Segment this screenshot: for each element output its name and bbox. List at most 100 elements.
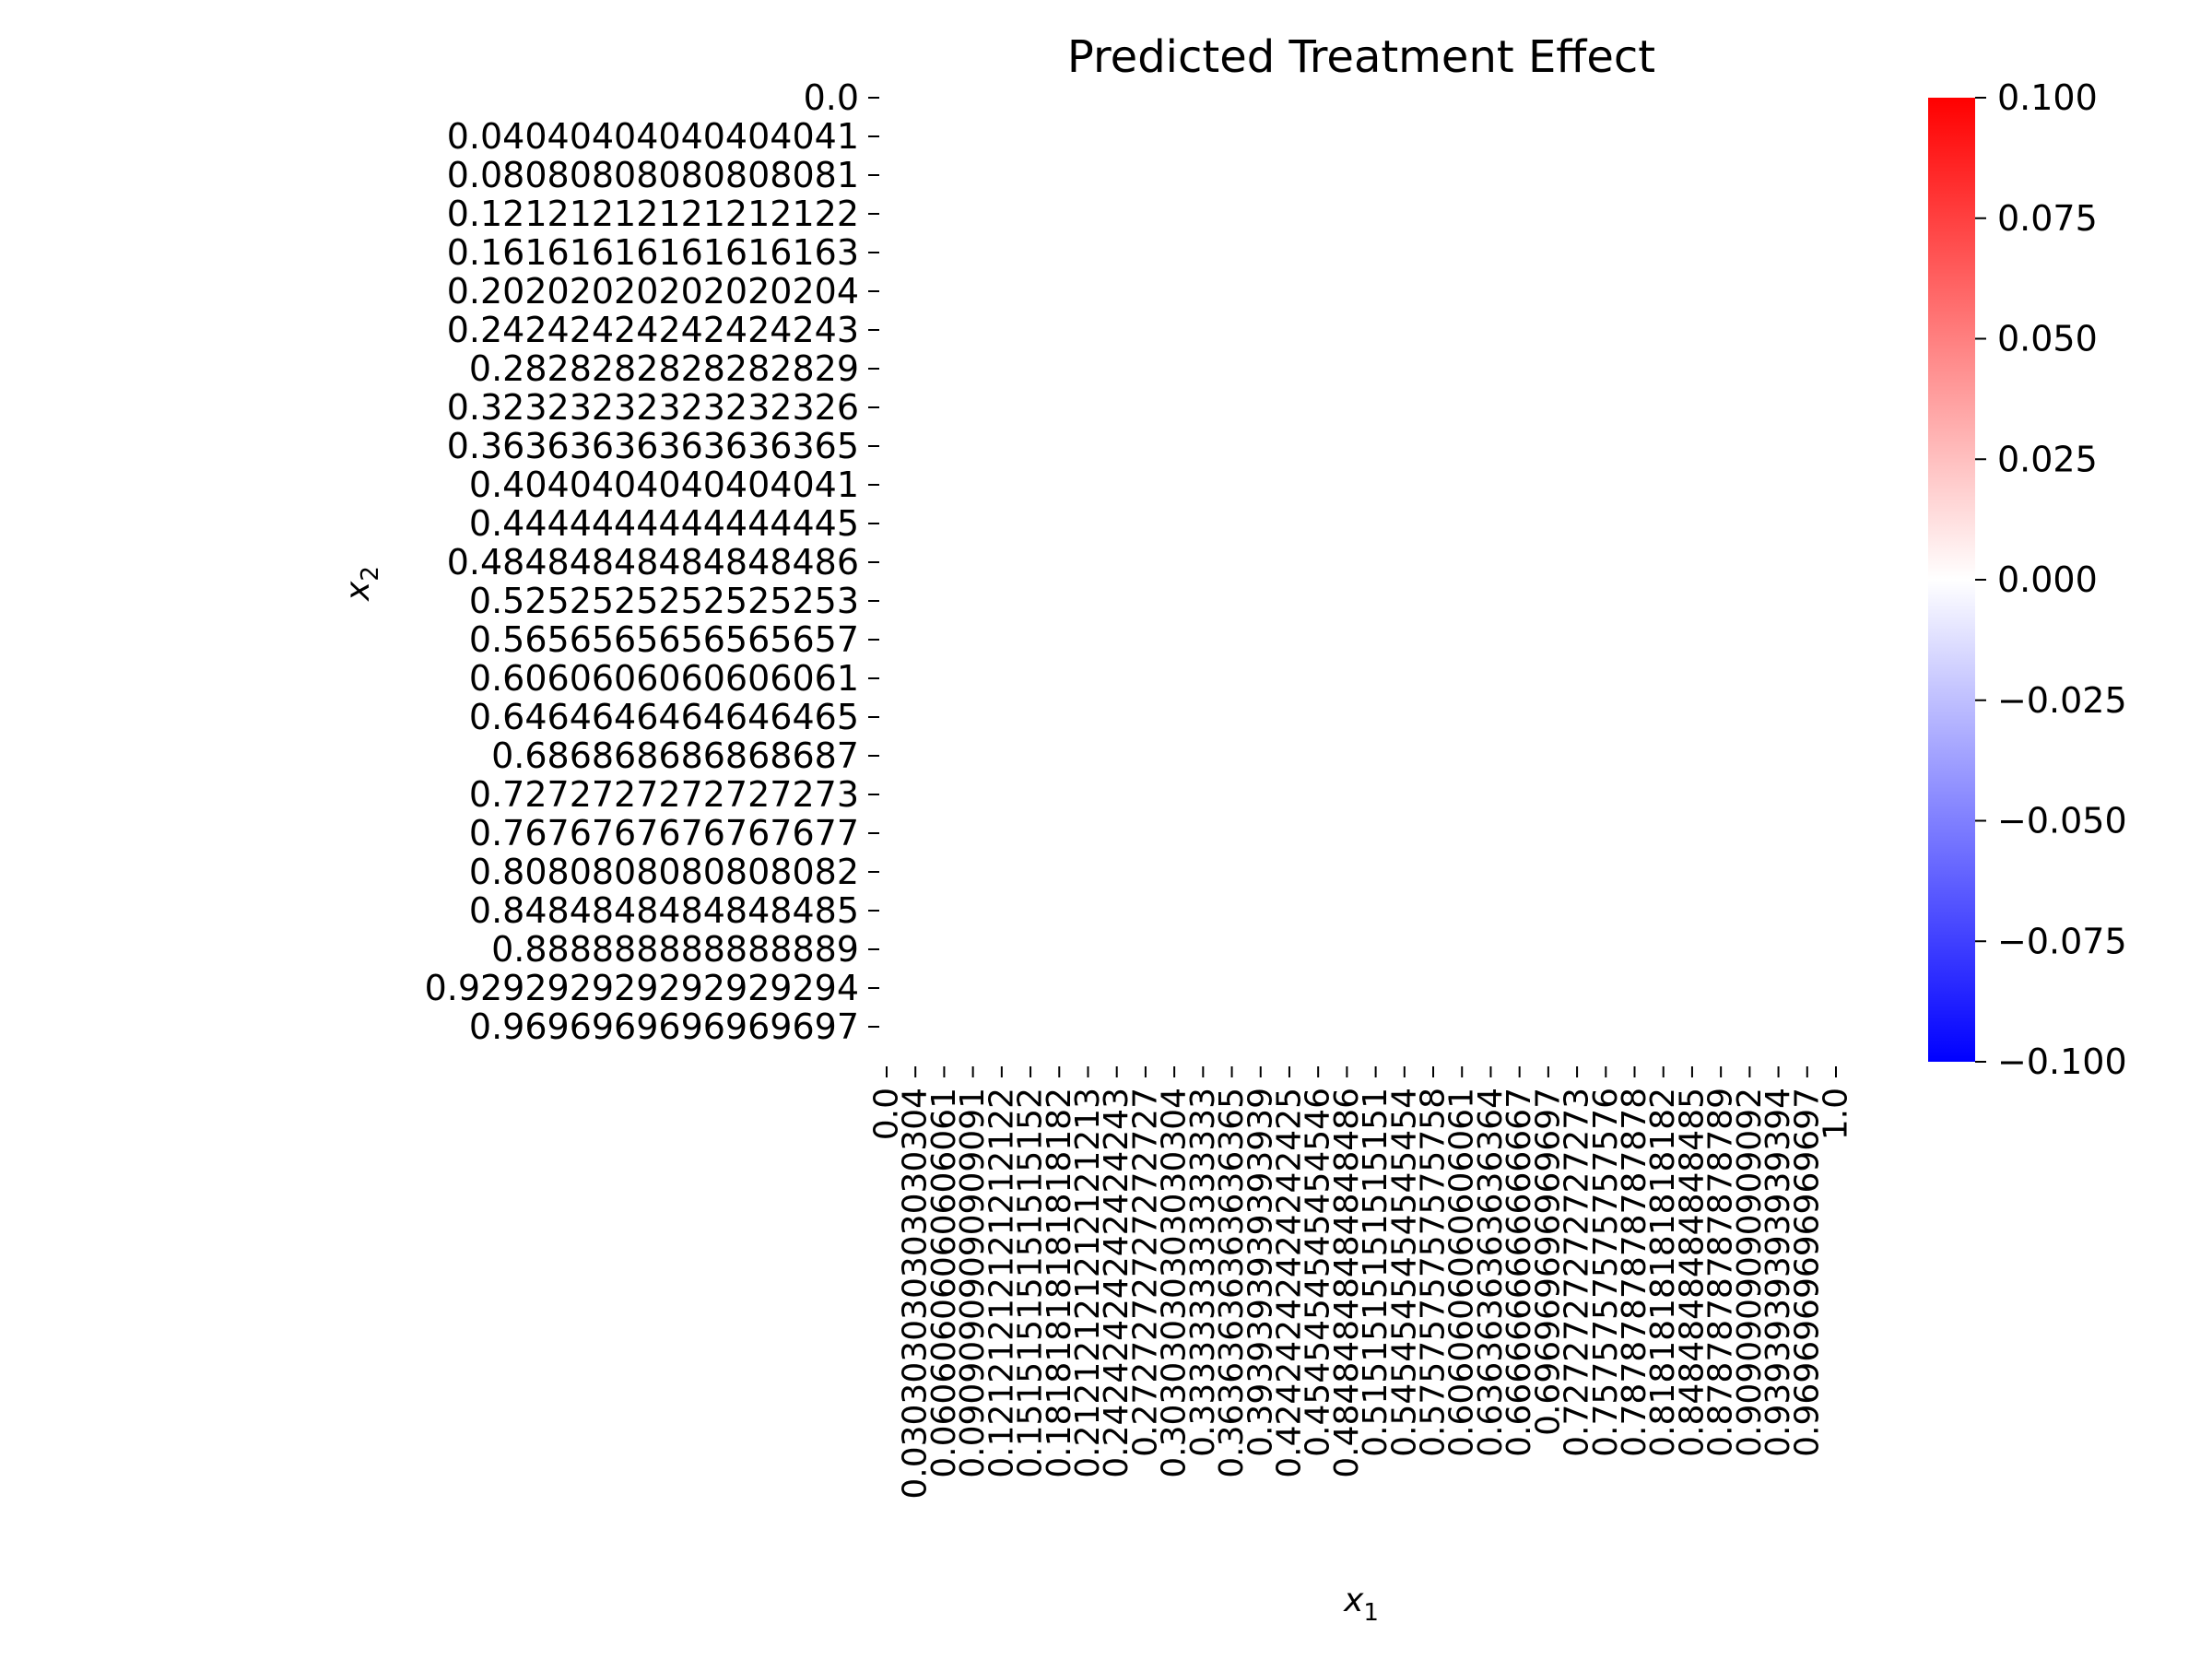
heatmap-cell (1077, 290, 1107, 330)
heatmap-cell (1815, 252, 1844, 291)
heatmap-cell (1106, 753, 1135, 793)
heatmap-cell (993, 714, 1022, 754)
heatmap-cell (1502, 560, 1533, 600)
heatmap-cell (1758, 522, 1788, 561)
y-tick-label: 0.4040404040404041 (469, 465, 859, 505)
heatmap-cell (1276, 676, 1306, 716)
heatmap-cell (1786, 329, 1816, 369)
heatmap-cell (1531, 135, 1560, 176)
heatmap-cell (1588, 135, 1618, 176)
x-axis-label: x1 (1343, 1582, 1379, 1627)
heatmap-cell (1758, 483, 1788, 523)
heatmap-cell (1475, 252, 1504, 291)
heatmap-cell (1389, 868, 1419, 909)
heatmap-cell (1475, 135, 1504, 176)
y-tick-label: 0.7676767676767677 (469, 813, 859, 853)
heatmap-cell (1815, 560, 1844, 600)
heatmap-cell (879, 252, 909, 291)
heatmap-cell (1020, 444, 1051, 484)
heatmap-cell (1276, 946, 1306, 985)
heatmap-cell (993, 290, 1022, 330)
heatmap-cell (1673, 753, 1702, 793)
heatmap-cell (1049, 637, 1078, 677)
y-tick-label: 0.04040404040404041 (447, 116, 859, 157)
heatmap-cell (1247, 560, 1277, 600)
heatmap-cell (1020, 406, 1051, 446)
heatmap-cell (1134, 252, 1164, 291)
heatmap-cell (964, 444, 994, 484)
heatmap-cell (1020, 329, 1051, 369)
heatmap-cell (1559, 560, 1589, 600)
heatmap-cell (1049, 560, 1078, 600)
heatmap-cell (1106, 830, 1135, 870)
heatmap-cell (1559, 984, 1589, 1024)
heatmap-cell (1106, 637, 1135, 677)
heatmap-cell (1815, 367, 1844, 407)
heatmap-cell (1644, 213, 1675, 253)
heatmap-cell (1786, 483, 1816, 523)
heatmap-cell (1134, 792, 1164, 831)
heatmap-cell (1475, 907, 1504, 947)
heatmap-cell (1134, 290, 1164, 330)
heatmap-cell (1106, 406, 1135, 446)
heatmap-cell (1389, 406, 1419, 446)
heatmap-cell (1389, 444, 1419, 484)
heatmap-cell (1389, 252, 1419, 291)
y-tick-label: 0.4444444444444445 (469, 503, 859, 544)
heatmap-cell (1361, 637, 1391, 677)
heatmap-cell (964, 1023, 994, 1063)
heatmap-cell (1673, 676, 1702, 716)
heatmap-cell (935, 252, 965, 291)
heatmap-cell (907, 406, 937, 446)
heatmap-cell (1758, 598, 1788, 639)
heatmap-cell (1418, 714, 1447, 754)
heatmap-cell (879, 290, 909, 330)
heatmap-cell (1559, 830, 1589, 870)
heatmap-cell (1729, 868, 1759, 909)
heatmap-cell (1020, 560, 1051, 600)
heatmap-cell (964, 213, 994, 253)
heatmap-cell (1247, 637, 1277, 677)
heatmap-cell (1276, 213, 1306, 253)
x-tick-label: 0.21212121212121213 (1069, 1088, 1107, 1478)
heatmap-cell (1616, 483, 1646, 523)
heatmap-cell (1333, 135, 1362, 176)
heatmap-cell (1106, 483, 1135, 523)
heatmap-cell (1786, 598, 1816, 639)
heatmap-cell (1219, 946, 1249, 985)
heatmap-cell (1446, 637, 1476, 677)
heatmap-cell (1418, 830, 1447, 870)
heatmap-cell (1644, 483, 1675, 523)
heatmap-cell (1134, 444, 1164, 484)
heatmap-cell (1673, 290, 1702, 330)
heatmap-cell (1247, 598, 1277, 639)
heatmap-cell (1333, 522, 1362, 561)
heatmap-cell (1815, 483, 1844, 523)
heatmap-cell (1815, 637, 1844, 677)
heatmap-cell (1616, 135, 1646, 176)
heatmap-cell (993, 252, 1022, 291)
heatmap-cell (1361, 984, 1391, 1024)
heatmap-cell (1588, 753, 1618, 793)
heatmap-cell (1701, 637, 1731, 677)
x-tick-label: 0.06060606060606061 (925, 1088, 963, 1478)
y-tick-label: 0.6464646464646465 (469, 697, 859, 737)
heatmap-cell (1333, 560, 1362, 600)
heatmap-cell (879, 830, 909, 870)
heatmap-cell (964, 598, 994, 639)
heatmap-cell (1729, 213, 1759, 253)
heatmap-cell (879, 1023, 909, 1063)
heatmap-cell (1475, 830, 1504, 870)
heatmap-cell (907, 984, 937, 1024)
heatmap-cell (1247, 174, 1277, 215)
heatmap-cell (1304, 252, 1334, 291)
heatmap-cell (1219, 714, 1249, 754)
heatmap-cell (964, 830, 994, 870)
heatmap-cell (1276, 98, 1306, 137)
heatmap-cell (1077, 174, 1107, 215)
heatmap-cell (1247, 444, 1277, 484)
heatmap-cell (1815, 753, 1844, 793)
heatmap-cell (1361, 483, 1391, 523)
heatmap-cell (1191, 174, 1220, 215)
